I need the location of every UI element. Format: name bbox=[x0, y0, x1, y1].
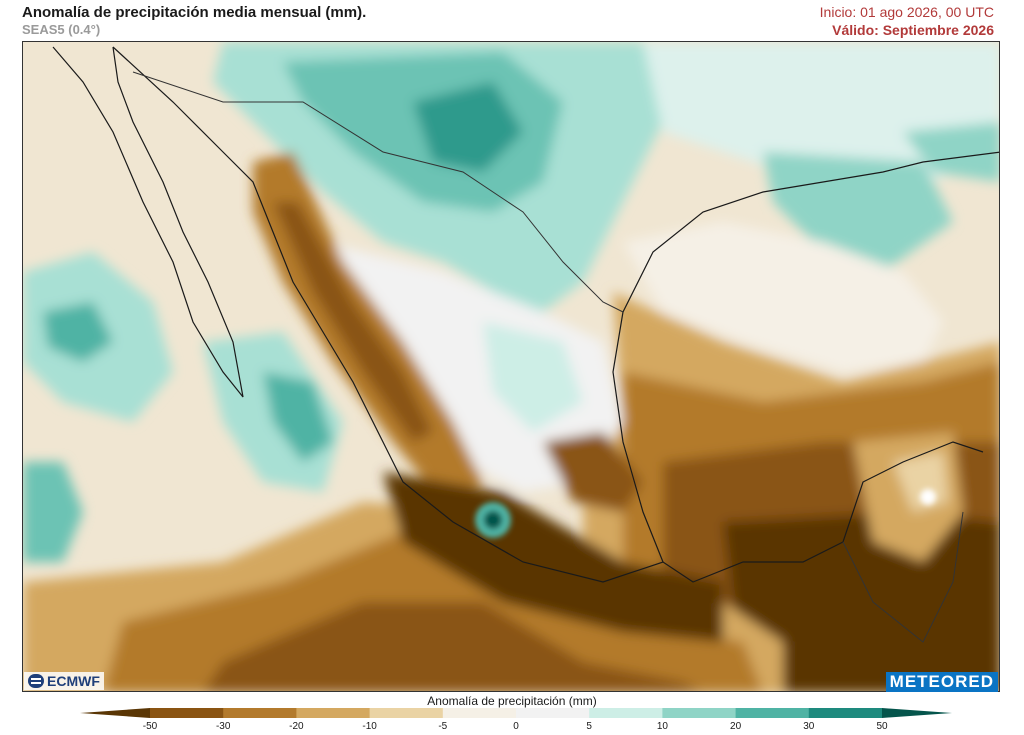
colorbar-tick-label: -5 bbox=[438, 721, 448, 732]
colorbar-extend-low bbox=[80, 708, 150, 718]
valid-period: Válido: Septiembre 2026 bbox=[832, 22, 994, 38]
meteored-logo: METEORED bbox=[885, 672, 998, 692]
colorbar-title: Anomalía de precipitación (mm) bbox=[427, 694, 597, 708]
colorbar-segment bbox=[589, 708, 663, 718]
colorbar-tick-label: 5 bbox=[586, 721, 592, 732]
colorbar-segment bbox=[808, 708, 883, 718]
init-time: Inicio: 01 ago 2026, 00 UTC bbox=[819, 4, 994, 20]
colorbar-tick-label: 10 bbox=[656, 721, 668, 732]
colorbar-segment bbox=[223, 708, 297, 718]
colorbar-extend-high bbox=[882, 708, 952, 718]
colorbar-segment bbox=[735, 708, 810, 718]
map-title: Anomalía de precipitación media mensual … bbox=[22, 4, 367, 21]
model-label: SEAS5 (0.4°) bbox=[22, 22, 101, 37]
colorbar-segment bbox=[662, 708, 737, 718]
colorbar-tick-label: 50 bbox=[876, 721, 888, 732]
ecmwf-logo-text: ECMWF bbox=[47, 673, 100, 689]
colorbar bbox=[80, 708, 952, 718]
colorbar-tick-label: 30 bbox=[803, 721, 815, 732]
colorbar-segment bbox=[442, 708, 517, 718]
colorbar-segment bbox=[516, 708, 590, 718]
ecmwf-logo-icon bbox=[28, 674, 44, 688]
colorbar-tick-label: 0 bbox=[513, 721, 519, 732]
ecmwf-logo: ECMWF bbox=[24, 672, 104, 690]
colorbar-tick-label: -30 bbox=[215, 721, 231, 732]
colorbar-segment bbox=[296, 708, 371, 718]
colorbar-tick-label: -20 bbox=[289, 721, 304, 732]
map-canvas bbox=[23, 42, 999, 691]
colorbar-segment bbox=[369, 708, 444, 718]
colorbar-tick-label: -50 bbox=[142, 721, 158, 732]
colorbar-segment bbox=[150, 708, 224, 718]
precipitation-anomaly-map bbox=[22, 41, 1000, 692]
colorbar-tick-label: 20 bbox=[730, 721, 742, 732]
colorbar-tick-label: -10 bbox=[362, 721, 377, 732]
